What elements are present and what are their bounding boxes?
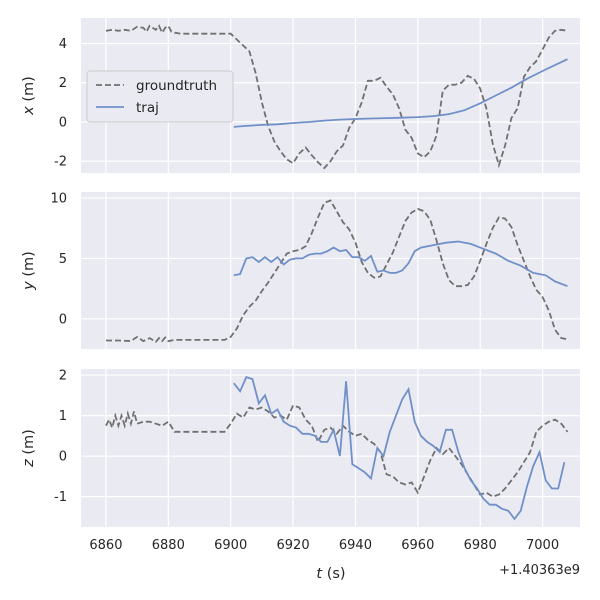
plot-area-y: [81, 192, 580, 349]
y-axis-label-unit: (m): [21, 429, 37, 459]
y-axis-label-unit: (m): [21, 251, 37, 281]
y-tick-label: 0: [59, 450, 67, 465]
plot-area-z: [81, 369, 580, 527]
traj-line-z: [233, 375, 566, 521]
x-tick-label: 6880: [152, 538, 185, 553]
y-axis-label-unit: (m): [21, 76, 37, 106]
y-axis-label-var: x: [21, 106, 37, 116]
x-axis-label-var: t: [316, 566, 323, 582]
legend-frame: [86, 70, 234, 123]
y-tick-label: -2: [54, 155, 67, 170]
y-axis-label-z: z (m): [21, 429, 37, 468]
subplot-y: 0 5 10 y (m): [21, 192, 580, 349]
x-tick-label: 6960: [401, 538, 434, 553]
y-tick-label: -1: [54, 490, 67, 505]
y-tick-label: 4: [59, 37, 67, 52]
x-tick-label: 6920: [277, 538, 310, 553]
y-tick-label: 0: [59, 312, 67, 327]
subplot-panels: -2 0 2 4 x (m) 0 5 10 y (m) -1 0 1 2 z (m) 6860 6880 690…: [21, 18, 580, 553]
legend-traj-label: traj: [136, 100, 159, 116]
y-tick-label: 1: [59, 409, 67, 424]
x-tick-label: 6980: [464, 538, 497, 553]
legend-groundtruth-label: groundtruth: [136, 78, 217, 94]
y-axis-label-var: y: [21, 281, 37, 291]
x-tick-label: 7000: [526, 538, 559, 553]
y-tick-label: 0: [59, 115, 67, 130]
x-tick-label: 6860: [89, 538, 122, 553]
y-tick-label: 5: [59, 252, 67, 267]
y-tick-label: 2: [59, 76, 67, 91]
traj-line-x: [233, 58, 568, 128]
subplot-z: -1 0 1 2 z (m): [21, 369, 580, 527]
y-tick-label: 2: [59, 369, 67, 384]
traj-line-y: [233, 240, 568, 288]
x-axis-label-unit: (s): [322, 566, 345, 582]
groundtruth-line-x: [105, 24, 568, 170]
x-offset-label: +1.40363e9: [499, 563, 580, 578]
groundtruth-line-y: [106, 199, 568, 343]
legend: groundtruth traj: [86, 70, 234, 123]
x-tick-label: 6900: [214, 538, 247, 553]
y-axis-label-var: z: [21, 459, 37, 468]
y-axis-label-x: x (m): [21, 76, 37, 116]
y-tick-label: 10: [50, 192, 67, 207]
y-axis-label-y: y (m): [21, 251, 37, 291]
x-axis-label: t (s): [316, 566, 345, 582]
x-tick-label: 6940: [339, 538, 372, 553]
